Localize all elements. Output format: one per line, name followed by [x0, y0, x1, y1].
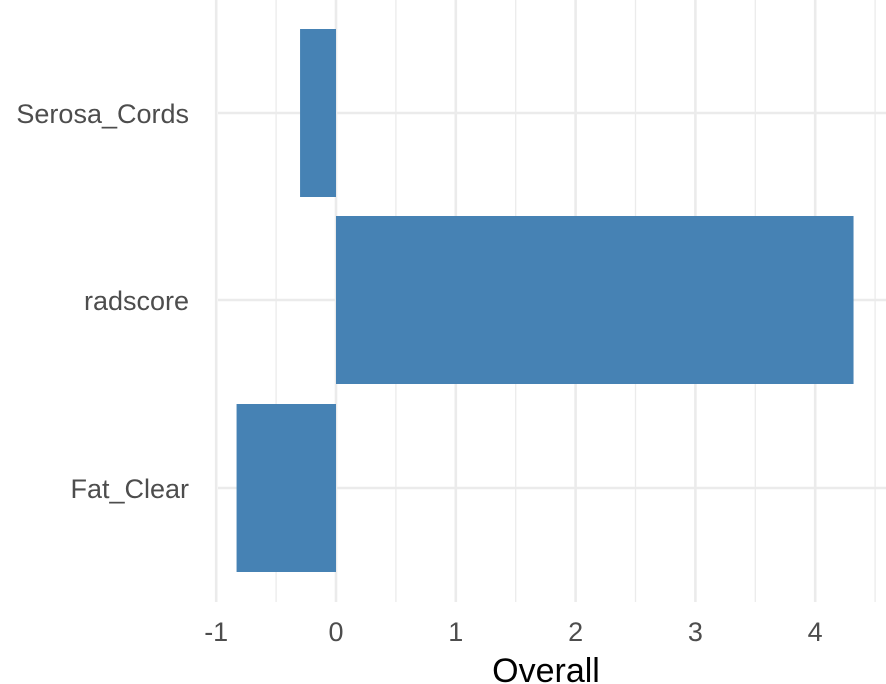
x-axis-labels: -1 0 1 2 3 4: [204, 617, 823, 647]
x-tick-label: 0: [328, 617, 343, 647]
y-axis-labels: Serosa_Cords radscore Fat_Clear: [16, 99, 189, 504]
bars: [236, 29, 854, 572]
bar: [236, 404, 336, 572]
category-label: Fat_Clear: [70, 474, 189, 504]
x-tick-label: 2: [568, 617, 583, 647]
x-tick-label: 4: [808, 617, 823, 647]
x-tick-label: -1: [204, 617, 228, 647]
x-axis-title: Overall: [492, 652, 600, 684]
x-tick-label: 3: [688, 617, 703, 647]
category-label: radscore: [84, 286, 189, 316]
category-label: Serosa_Cords: [16, 99, 189, 129]
bar: [336, 216, 854, 384]
x-tick-label: 1: [448, 617, 463, 647]
bar: [300, 29, 336, 197]
